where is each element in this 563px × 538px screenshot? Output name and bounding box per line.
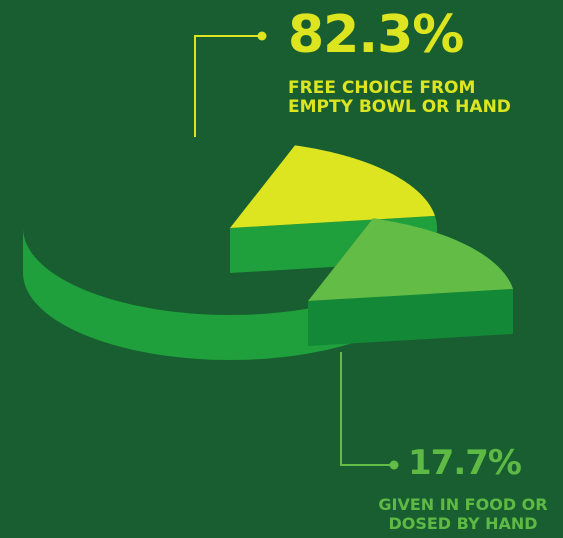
small-slice-label: GIVEN IN FOOD OR DOSED BY HAND: [343, 495, 563, 533]
small-slice-leader-line: [340, 352, 394, 466]
small-slice-leader-dot: [389, 460, 399, 470]
large-slice-label-line-2: EMPTY BOWL OR HAND: [288, 97, 511, 117]
large-slice-percent: 82.3%: [288, 5, 464, 65]
small-slice-top: [308, 218, 513, 301]
large-slice-label: FREE CHOICE FROM EMPTY BOWL OR HAND: [288, 79, 558, 117]
small-slice-percent: 17.7%: [408, 443, 522, 483]
small-slice-end-face: [308, 288, 513, 346]
large-slice-leader-dot: [257, 31, 267, 41]
small-slice-label-line-1: GIVEN IN FOOD OR: [378, 495, 548, 514]
large-slice-leader-line: [194, 35, 262, 137]
large-slice-label-line-1: FREE CHOICE FROM: [288, 78, 476, 98]
large-slice-top: [230, 145, 435, 228]
small-slice-label-line-2: DOSED BY HAND: [388, 514, 538, 533]
